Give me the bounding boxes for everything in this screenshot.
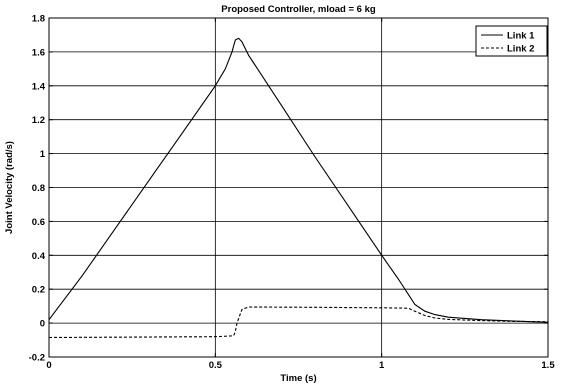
y-axis-title: Joint Velocity (rad/s) — [4, 141, 15, 234]
legend-box — [475, 25, 548, 57]
grid-layer — [49, 18, 548, 357]
y-tick-label: 0.2 — [32, 285, 45, 296]
y-tick-label: 1.2 — [32, 115, 45, 126]
x-tick-label: 0 — [46, 360, 51, 371]
y-tick-label: 0.8 — [32, 183, 45, 194]
x-tick-label: 1.5 — [541, 360, 555, 371]
y-tick-label: -0.2 — [29, 353, 45, 364]
y-tick-label: 1.8 — [32, 14, 45, 25]
y-tick-label: 1 — [40, 149, 46, 160]
chart-title: Proposed Controller, mload = 6 kg — [221, 4, 376, 15]
legend-label-link-1: Link 1 — [507, 31, 535, 42]
series-layer — [48, 37, 549, 339]
y-tick-label: 0 — [40, 319, 45, 330]
series-line-link-2 — [48, 306, 549, 339]
x-tick-label: 0.5 — [209, 360, 223, 371]
legend: Link 1 Link 2 — [475, 25, 548, 57]
y-tick-label: 1.4 — [32, 81, 46, 92]
x-axis-title: Time (s) — [280, 373, 316, 384]
x-tick-label: 1 — [379, 360, 385, 371]
y-tick-label: 1.6 — [32, 47, 45, 58]
legend-label-link-2: Link 2 — [507, 44, 534, 55]
y-tick-label: 0.6 — [32, 217, 45, 228]
axis-ticks: 0 0.5 1 1.5-0.200.20.40.60.811.21.41.61.8 — [29, 14, 556, 372]
series-line-link-1 — [48, 37, 549, 323]
y-tick-label: 0.4 — [32, 251, 46, 262]
